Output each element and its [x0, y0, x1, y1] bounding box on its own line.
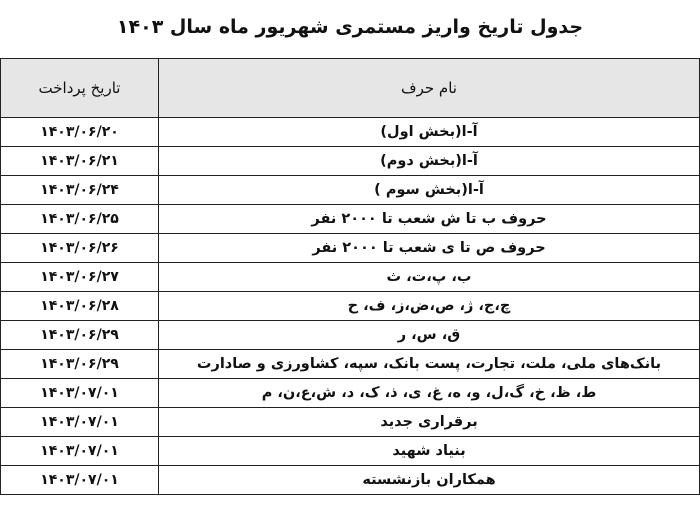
payment-date: ۱۴۰۳/۰۶/۲۸ [0, 291, 159, 321]
group-name: چ،ج، ژ، ص،ض،ز، ف، ح [158, 291, 700, 321]
group-name: حروف ص تا ی شعب تا ۲۰۰۰ نفر [158, 233, 700, 263]
page-title: جدول تاریخ واریز مستمری شهریور ماه سال ۱… [116, 16, 584, 38]
table-row: ۱۴۰۳/۰۷/۰۱ بنیاد شهید [0, 436, 700, 466]
payment-date: ۱۴۰۳/۰۶/۲۰ [0, 117, 159, 147]
payment-date: ۱۴۰۳/۰۶/۲۹ [0, 349, 159, 379]
group-name: ط، ظ، خ، گ،ل، و، ه، غ، ی، ذ، ک، د، ش،ع،ن… [158, 378, 700, 408]
group-name: بنیاد شهید [158, 436, 700, 466]
group-name: ق، س، ر [158, 320, 700, 350]
payment-date: ۱۴۰۳/۰۶/۲۴ [0, 175, 159, 205]
payment-date: ۱۴۰۳/۰۷/۰۱ [0, 436, 159, 466]
payment-date: ۱۴۰۳/۰۷/۰۱ [0, 407, 159, 437]
group-name: بانک‌های ملی، ملت، تجارت، پست بانک، سپه،… [158, 349, 700, 379]
group-name: برقراری جدید [158, 407, 700, 437]
header-name: نام حرف [158, 58, 700, 118]
table-row: ۱۴۰۳/۰۶/۲۸ چ،ج، ژ، ص،ض،ز، ف، ح [0, 291, 700, 321]
group-name: حروف ب تا ش شعب تا ۲۰۰۰ نفر [158, 204, 700, 234]
table-row: ۱۴۰۳/۰۶/۲۴ آ-ا(بخش سوم ) [0, 175, 700, 205]
table-row: ۱۴۰۳/۰۶/۲۹ ق، س، ر [0, 320, 700, 350]
payment-date: ۱۴۰۳/۰۷/۰۱ [0, 378, 159, 408]
table-row: ۱۴۰۳/۰۶/۲۷ ب، پ،ت، ث [0, 262, 700, 292]
payment-date: ۱۴۰۳/۰۶/۲۹ [0, 320, 159, 350]
header-date: تاریخ پرداخت [0, 58, 159, 118]
table-row: ۱۴۰۳/۰۶/۲۹ بانک‌های ملی، ملت، تجارت، پست … [0, 349, 700, 379]
table-row: ۱۴۰۳/۰۶/۲۱ آ-ا(بخش دوم) [0, 146, 700, 176]
table-row: ۱۴۰۳/۰۶/۲۵ حروف ب تا ش شعب تا ۲۰۰۰ نفر [0, 204, 700, 234]
payment-schedule-table: تاریخ پرداخت نام حرف ۱۴۰۳/۰۶/۲۰ آ-ا(بخش ا… [0, 58, 700, 495]
table-row: ۱۴۰۳/۰۷/۰۱ برقراری جدید [0, 407, 700, 437]
table-row: ۱۴۰۳/۰۷/۰۱ همکاران بازنشسته [0, 465, 700, 495]
group-name: آ-ا(بخش دوم) [158, 146, 700, 176]
group-name: آ-ا(بخش اول) [158, 117, 700, 147]
group-name: ب، پ،ت، ث [158, 262, 700, 292]
group-name: آ-ا(بخش سوم ) [158, 175, 700, 205]
header-row: تاریخ پرداخت نام حرف [0, 58, 700, 118]
payment-date: ۱۴۰۳/۰۶/۲۷ [0, 262, 159, 292]
payment-date: ۱۴۰۳/۰۷/۰۱ [0, 465, 159, 495]
payment-date: ۱۴۰۳/۰۶/۲۱ [0, 146, 159, 176]
table-row: ۱۴۰۳/۰۶/۲۶ حروف ص تا ی شعب تا ۲۰۰۰ نفر [0, 233, 700, 263]
group-name: همکاران بازنشسته [158, 465, 700, 495]
payment-date: ۱۴۰۳/۰۶/۲۶ [0, 233, 159, 263]
table-row: ۱۴۰۳/۰۷/۰۱ ط، ظ، خ، گ،ل، و، ه، غ، ی، ذ، ک… [0, 378, 700, 408]
payment-date: ۱۴۰۳/۰۶/۲۵ [0, 204, 159, 234]
table-row: ۱۴۰۳/۰۶/۲۰ آ-ا(بخش اول) [0, 117, 700, 147]
